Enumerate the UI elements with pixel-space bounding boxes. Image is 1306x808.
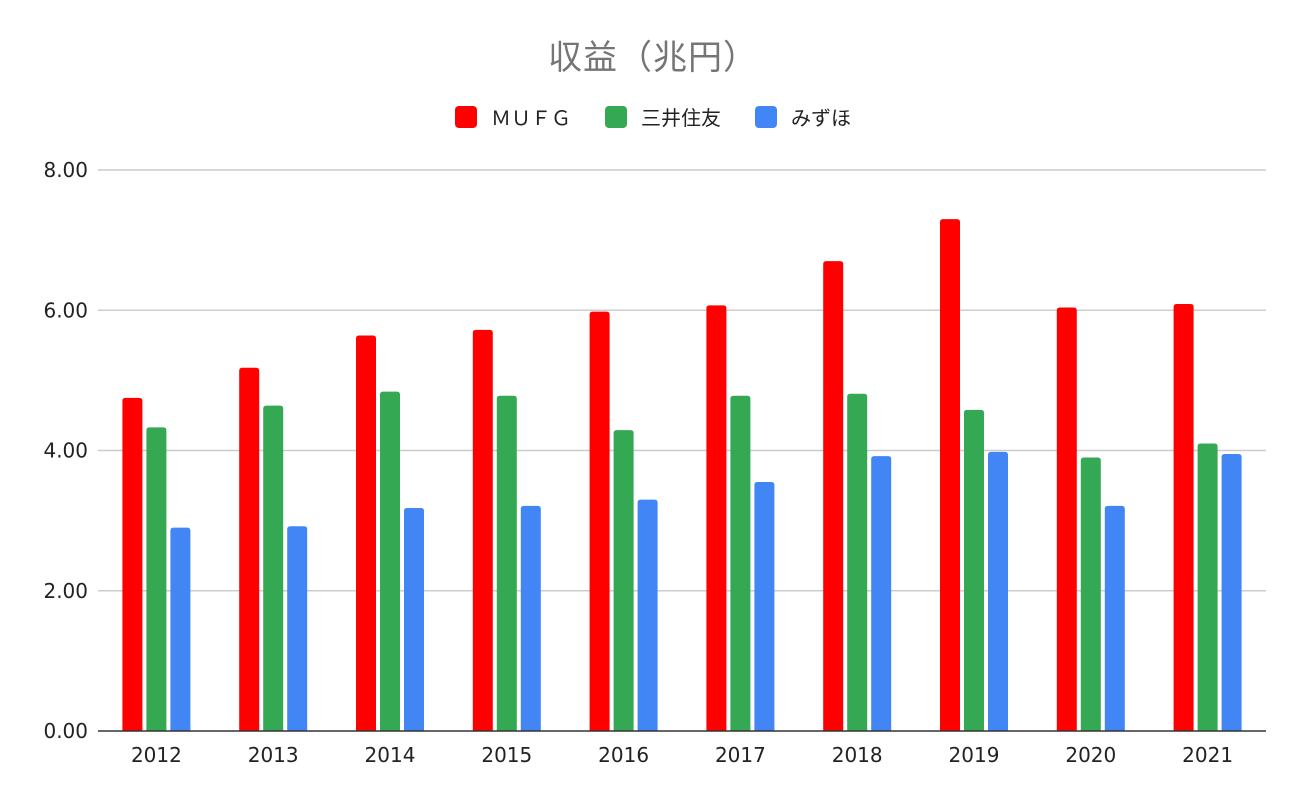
bar — [496, 395, 517, 731]
bar — [613, 430, 634, 731]
bar — [380, 391, 400, 731]
legend-label-mufg: ＭＵＦＧ — [491, 106, 571, 130]
bar — [146, 427, 167, 731]
y-tick-label: 8.00 — [43, 158, 88, 182]
bar — [847, 393, 868, 731]
chart-title: 収益（兆円） — [548, 38, 758, 78]
x-tick-label: 2021 — [1182, 743, 1233, 767]
bar — [1173, 303, 1194, 731]
bar — [964, 409, 984, 731]
y-tick-label: 4.00 — [43, 439, 88, 463]
bar — [871, 456, 892, 731]
x-tick-label: 2017 — [715, 743, 766, 767]
legend-item-mufg[interactable]: ＭＵＦＧ — [455, 102, 571, 131]
bar — [122, 397, 143, 731]
legend-item-mizuho[interactable]: みずほ — [755, 102, 851, 131]
bar — [823, 261, 844, 731]
y-tick-label: 0.00 — [43, 719, 88, 743]
bar — [472, 329, 493, 731]
bar — [170, 527, 191, 731]
x-tick-label: 2016 — [598, 743, 649, 767]
bar — [940, 219, 960, 731]
legend-swatch-mizuho — [755, 105, 777, 128]
x-tick-label: 2013 — [248, 743, 299, 767]
bar — [1056, 307, 1077, 731]
bar — [520, 505, 541, 731]
x-tick-label: 2012 — [131, 743, 182, 767]
bar — [356, 335, 376, 731]
x-tick-label: 2020 — [1065, 743, 1116, 767]
legend-swatch-smbc — [605, 105, 627, 128]
bar — [706, 305, 727, 731]
x-tick-label: 2019 — [949, 743, 1000, 767]
x-tick-label: 2018 — [832, 743, 883, 767]
bar — [1221, 454, 1242, 731]
bar — [637, 499, 658, 731]
bar — [730, 395, 751, 731]
bar — [754, 482, 775, 731]
bar — [239, 367, 260, 731]
y-tick-label: 2.00 — [43, 579, 88, 603]
bar — [404, 508, 424, 731]
bar — [1197, 443, 1218, 731]
bar — [287, 526, 308, 731]
legend-label-smbc: 三井住友 — [641, 106, 721, 130]
bar — [263, 405, 284, 731]
bar — [1104, 505, 1125, 731]
legend-label-mizuho: みずほ — [791, 106, 851, 130]
bar — [1080, 457, 1101, 731]
x-tick-label: 2015 — [481, 743, 532, 767]
legend: ＭＵＦＧ 三井住友 みずほ — [0, 102, 1306, 131]
legend-swatch-mufg — [455, 105, 477, 128]
bar — [589, 311, 610, 731]
x-tick-label: 2014 — [365, 743, 416, 767]
legend-item-smbc[interactable]: 三井住友 — [605, 102, 721, 131]
bar — [988, 451, 1008, 731]
y-tick-label: 6.00 — [43, 298, 88, 322]
